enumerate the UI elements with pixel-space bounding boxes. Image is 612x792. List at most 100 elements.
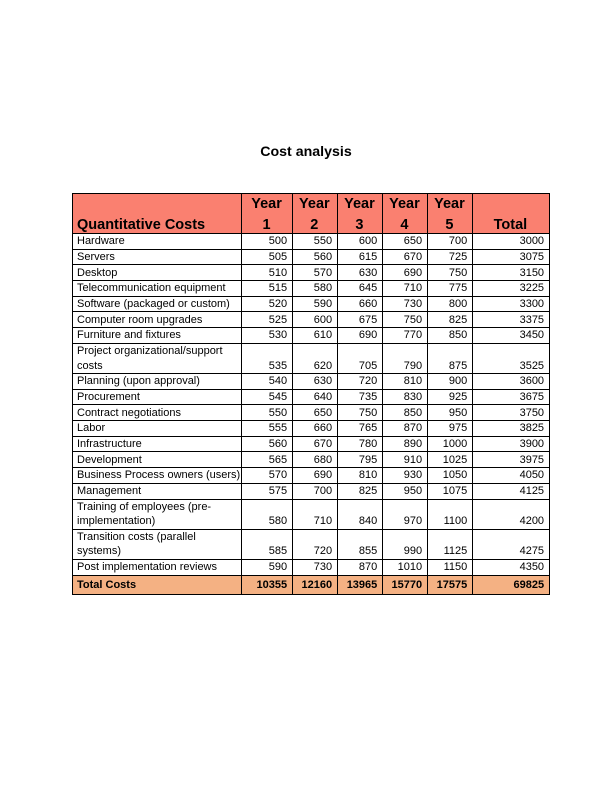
row-total-value: 3825 bbox=[471, 420, 550, 437]
row-year-1-value: 535 bbox=[241, 342, 293, 375]
row-year-4-value: 970 bbox=[381, 498, 428, 530]
row-label: Transition costs (parallel systems) bbox=[72, 528, 242, 560]
row-label: Business Process owners (users) bbox=[72, 467, 242, 484]
row-year-3-value: 600 bbox=[336, 233, 383, 250]
row-year-3-value: 765 bbox=[336, 420, 383, 437]
row-year-2-value: 620 bbox=[291, 342, 338, 375]
row-label: Computer room upgrades bbox=[72, 311, 242, 329]
row-year-5-value: 1125 bbox=[426, 528, 473, 560]
row-total-value: 4350 bbox=[471, 558, 550, 576]
row-label: Desktop bbox=[72, 264, 242, 282]
row-year-3-value: 630 bbox=[336, 264, 383, 282]
row-year-5-value: 1075 bbox=[426, 482, 473, 500]
row-total-value: 4200 bbox=[471, 498, 550, 530]
row-year-4-value: 810 bbox=[381, 373, 428, 390]
row-year-3-value: 750 bbox=[336, 404, 383, 422]
row-year-4-value: 890 bbox=[381, 435, 428, 453]
total-costs-total: 69825 bbox=[471, 574, 550, 595]
table-row: Development 565 680 795 910 1025 3975 bbox=[72, 451, 550, 469]
row-label: Post implementation reviews bbox=[72, 558, 242, 576]
total-costs-year-1: 10355 bbox=[241, 574, 293, 595]
header-year-5: Year 5 bbox=[426, 193, 473, 234]
row-year-2-value: 720 bbox=[291, 528, 338, 560]
row-year-1-value: 505 bbox=[241, 248, 293, 266]
row-year-4-value: 830 bbox=[381, 388, 428, 406]
row-total-value: 3150 bbox=[471, 264, 550, 282]
header-year-1: Year 1 bbox=[241, 193, 293, 234]
row-year-1-value: 560 bbox=[241, 435, 293, 453]
row-year-3-value: 720 bbox=[336, 373, 383, 390]
total-costs-year-5: 17575 bbox=[426, 574, 473, 595]
table-row: Computer room upgrades 525 600 675 750 825 337… bbox=[72, 311, 550, 329]
row-year-2-value: 640 bbox=[291, 388, 338, 406]
header-total-label: Total bbox=[493, 216, 528, 233]
row-year-4-value: 730 bbox=[381, 295, 428, 313]
table-row: Hardware 500 550 600 650 700 3000 bbox=[72, 233, 550, 250]
row-year-5-value: 1025 bbox=[426, 451, 473, 469]
row-total-value: 3000 bbox=[471, 233, 550, 250]
row-year-3-value: 735 bbox=[336, 388, 383, 406]
page-title: Cost analysis bbox=[260, 144, 352, 161]
row-year-5-value: 725 bbox=[426, 248, 473, 266]
row-year-2-value: 580 bbox=[291, 280, 338, 297]
row-year-1-value: 585 bbox=[241, 528, 293, 560]
row-label: Furniture and fixtures bbox=[72, 327, 242, 344]
row-year-3-value: 855 bbox=[336, 528, 383, 560]
table-body: Hardware 500 550 600 650 700 3000 Servers 505 560… bbox=[72, 233, 550, 576]
header-year-2: Year 2 bbox=[291, 193, 338, 234]
row-total-value: 3300 bbox=[471, 295, 550, 313]
table-row: Project organizational/support costs 535 6… bbox=[72, 342, 550, 375]
header-year-3: Year 3 bbox=[336, 193, 383, 234]
row-year-2-value: 730 bbox=[291, 558, 338, 576]
row-year-2-value: 710 bbox=[291, 498, 338, 530]
row-total-value: 3225 bbox=[471, 280, 550, 297]
row-year-3-value: 870 bbox=[336, 558, 383, 576]
row-total-value: 3525 bbox=[471, 342, 550, 375]
row-year-5-value: 950 bbox=[426, 404, 473, 422]
row-year-2-value: 570 bbox=[291, 264, 338, 282]
row-year-1-value: 555 bbox=[241, 420, 293, 437]
row-total-value: 3750 bbox=[471, 404, 550, 422]
row-year-5-value: 850 bbox=[426, 327, 473, 344]
total-costs-year-4: 15770 bbox=[381, 574, 428, 595]
row-year-4-value: 770 bbox=[381, 327, 428, 344]
table-row: Planning (upon approval) 540 630 720 810 900 3… bbox=[72, 373, 550, 390]
row-year-1-value: 570 bbox=[241, 467, 293, 484]
row-year-4-value: 750 bbox=[381, 311, 428, 329]
row-label: Development bbox=[72, 451, 242, 469]
table-row: Procurement 545 640 735 830 925 3675 bbox=[72, 388, 550, 406]
header-year-2-label: Year 2 bbox=[299, 196, 330, 233]
table-row: Business Process owners (users) 570 690 810… bbox=[72, 467, 550, 484]
row-year-4-value: 950 bbox=[381, 482, 428, 500]
row-total-value: 3450 bbox=[471, 327, 550, 344]
row-year-4-value: 870 bbox=[381, 420, 428, 437]
table-header-row: Quantitative Costs Year 1 Year 2 Year 3 … bbox=[72, 193, 550, 234]
row-year-2-value: 700 bbox=[291, 482, 338, 500]
header-year-4: Year 4 bbox=[381, 193, 428, 234]
row-total-value: 3075 bbox=[471, 248, 550, 266]
row-year-2-value: 600 bbox=[291, 311, 338, 329]
row-year-4-value: 990 bbox=[381, 528, 428, 560]
row-label: Planning (upon approval) bbox=[72, 373, 242, 390]
row-total-value: 3900 bbox=[471, 435, 550, 453]
table-row: Training of employees (pre- implementati… bbox=[72, 498, 550, 530]
row-year-1-value: 500 bbox=[241, 233, 293, 250]
table-row: Management 575 700 825 950 1075 4125 bbox=[72, 482, 550, 500]
table-row: Labor 555 660 765 870 975 3825 bbox=[72, 420, 550, 437]
row-year-3-value: 795 bbox=[336, 451, 383, 469]
row-year-1-value: 545 bbox=[241, 388, 293, 406]
row-year-4-value: 710 bbox=[381, 280, 428, 297]
row-total-value: 4050 bbox=[471, 467, 550, 484]
total-costs-label: Total Costs bbox=[72, 574, 242, 595]
total-costs-year-2: 12160 bbox=[291, 574, 338, 595]
row-year-5-value: 900 bbox=[426, 373, 473, 390]
row-year-3-value: 810 bbox=[336, 467, 383, 484]
row-year-3-value: 675 bbox=[336, 311, 383, 329]
table-row: Transition costs (parallel systems) 585 72… bbox=[72, 528, 550, 560]
row-total-value: 3975 bbox=[471, 451, 550, 469]
row-year-5-value: 750 bbox=[426, 264, 473, 282]
row-year-1-value: 520 bbox=[241, 295, 293, 313]
row-year-4-value: 690 bbox=[381, 264, 428, 282]
row-total-value: 3600 bbox=[471, 373, 550, 390]
row-total-value: 4275 bbox=[471, 528, 550, 560]
